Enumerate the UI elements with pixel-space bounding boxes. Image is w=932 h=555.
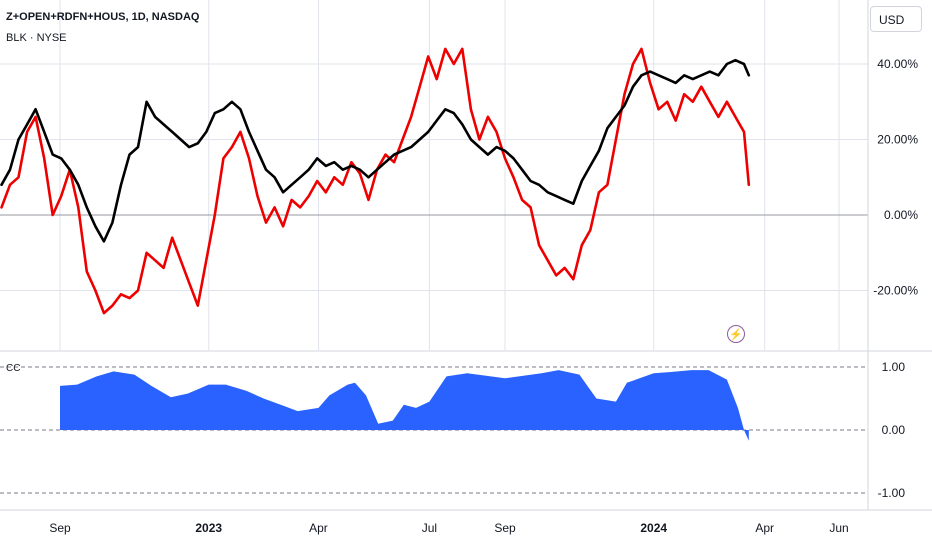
cc-indicator-label[interactable]: CC <box>6 363 21 374</box>
time-tick-label: Sep <box>49 521 71 535</box>
time-tick-label: Apr <box>309 521 328 535</box>
legend-main-symbol[interactable]: Z+OPEN+RDFN+HOUS, 1D, NASDAQ <box>6 11 200 23</box>
time-tick-label: 2023 <box>195 521 222 535</box>
cc-area-layer <box>60 370 749 441</box>
price-tick-label: -20.00% <box>873 284 918 298</box>
price-tick-label: 20.00% <box>877 133 918 147</box>
time-tick-label: Apr <box>755 521 774 535</box>
flash-icon[interactable]: ⚡ <box>727 325 745 343</box>
time-tick-label: Jul <box>422 521 437 535</box>
grid-layer <box>0 0 932 511</box>
housing-series-line <box>0 47 751 315</box>
time-tick-label: Jun <box>829 521 848 535</box>
blk-series-line <box>0 58 751 243</box>
cc-tick-label: 1.00 <box>882 360 906 374</box>
price-tick-label: 40.00% <box>877 57 918 71</box>
legend-compare-symbol[interactable]: BLK · NYSE <box>6 32 67 44</box>
time-tick-label: 2024 <box>640 521 667 535</box>
price-tick-label: 0.00% <box>884 208 918 222</box>
price-lines-layer <box>0 47 751 315</box>
time-tick-label: Sep <box>494 521 516 535</box>
cc-tick-label: 0.00 <box>882 423 906 437</box>
cc-area <box>60 370 749 441</box>
axes-layer: 40.00% 20.00% 0.00% -20.00% 1.00 0.00 -1.00 Sep… <box>49 57 918 535</box>
currency-button[interactable]: USD <box>870 6 922 32</box>
cc-tick-label: -1.00 <box>878 486 906 500</box>
